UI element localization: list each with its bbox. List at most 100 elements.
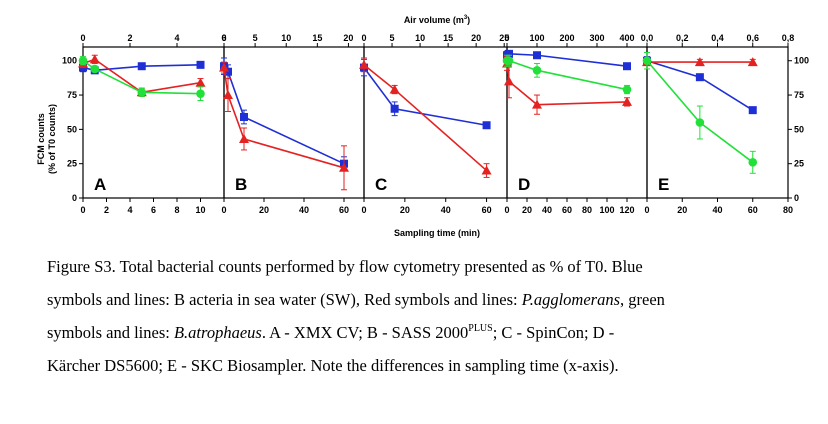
data-point-circle	[90, 64, 100, 74]
x-tick-label: 20	[259, 205, 269, 215]
panel-e-label: E	[658, 175, 669, 194]
series-red-line	[82, 58, 201, 94]
x-tick-label: 8	[174, 205, 179, 215]
data-point-triangle	[89, 54, 100, 64]
data-point-circle	[695, 118, 705, 127]
top-tick-label: 0	[221, 33, 226, 43]
top-tick-label: 0,4	[711, 33, 724, 43]
x-tick-label: 2	[104, 205, 109, 215]
top-tick-label: 2	[127, 33, 132, 43]
x-tick-label: 60	[748, 205, 758, 215]
top-tick-label: 5	[253, 33, 258, 43]
x-tick-label: 10	[195, 205, 205, 215]
x-tick-label: 60	[562, 205, 572, 215]
caption-line-2: symbols and lines: B acteria in sea wate…	[47, 290, 665, 309]
top-tick-label: 20	[343, 33, 353, 43]
series-blue-line	[506, 53, 628, 68]
y-axis-title: FCM counts(% of T0 counts)	[36, 104, 57, 174]
top-tick-label: 200	[559, 33, 574, 43]
top-tick-label: 20	[471, 33, 481, 43]
top-tick-label: 0,6	[746, 33, 759, 43]
x-tick-label: 20	[677, 205, 687, 215]
data-point-circle	[137, 88, 147, 97]
series-red-line	[363, 64, 488, 172]
panel-b-label: B	[235, 175, 247, 194]
top-axis-title: Air volume (m3)	[404, 15, 470, 25]
data-point-circle	[532, 66, 542, 75]
x-tick-label: 6	[151, 205, 156, 215]
x-tick-label: 20	[522, 205, 532, 215]
series-red-line	[223, 67, 345, 169]
data-point-triangle	[481, 165, 492, 175]
x-tick-label: 4	[127, 205, 132, 215]
top-tick-label: 0	[504, 33, 509, 43]
y-tick-label: 75	[67, 90, 77, 100]
data-point-triangle	[504, 76, 514, 86]
data-point-triangle	[239, 133, 249, 143]
y-tick-label: 50	[67, 124, 77, 134]
data-point-square	[482, 121, 491, 130]
data-point-circle	[642, 56, 652, 66]
caption-line-1: Figure S3. Total bacterial counts perfor…	[47, 257, 643, 276]
top-tick-label: 300	[589, 33, 604, 43]
x-axis-title: Sampling time (min)	[394, 228, 480, 238]
panel-c-label: C	[375, 175, 387, 194]
x-tick-label: 40	[712, 205, 722, 215]
top-tick-label: 0,2	[676, 33, 689, 43]
y-tick-label: 0	[72, 193, 77, 203]
data-point-square	[505, 49, 513, 58]
x-tick-label: 0	[644, 205, 649, 215]
top-tick-label: 15	[443, 33, 453, 43]
top-tick-label: 15	[312, 33, 322, 43]
x-tick-label: 20	[400, 205, 410, 215]
x-tick-label: 40	[542, 205, 552, 215]
panel-c: 0 20 40 60 0 5 10 15 20 25 C	[359, 33, 509, 215]
series-red-line	[506, 63, 628, 106]
data-point-circle	[196, 89, 205, 98]
data-point-square	[137, 62, 146, 71]
y-tick-label: 75	[794, 90, 804, 100]
x-tick-label: 40	[441, 205, 451, 215]
data-point-square	[224, 67, 232, 76]
data-point-triangle	[219, 62, 229, 72]
top-tick-label: 400	[619, 33, 634, 43]
series-green-line	[82, 60, 201, 95]
figure-caption: Figure S3. Total bacterial counts perfor…	[47, 250, 787, 382]
y-tick-label: 100	[62, 56, 77, 66]
top-tick-label: 0,8	[782, 33, 795, 43]
panel-d-label: D	[518, 175, 530, 194]
data-point-circle	[78, 56, 88, 66]
top-tick-label: 0	[361, 33, 366, 43]
data-point-square	[695, 73, 704, 82]
panel-b: 0 20 40 600 5 10 15 20B	[219, 33, 365, 215]
data-point-triangle	[694, 57, 705, 67]
data-point-circle	[504, 56, 514, 66]
x-tick-label: 40	[299, 205, 309, 215]
x-tick-label: 60	[339, 205, 349, 215]
data-point-triangle	[195, 77, 206, 87]
y-tick-label: 100	[794, 56, 809, 66]
panel-e: 0 20 40 60 80 0,0 0,2 0,4 0,6 0,8 0 25 50 75 100 E	[641, 33, 809, 215]
x-tick-label: 0	[221, 205, 226, 215]
top-tick-label: 5	[390, 33, 395, 43]
figure-panels: Air volume (m3) Sampling time (min) FCM …	[36, 15, 809, 238]
top-tick-label: 100	[529, 33, 544, 43]
series-blue-line	[646, 59, 754, 111]
x-tick-label: 0	[80, 205, 85, 215]
data-point-triangle	[747, 57, 758, 67]
data-point-triangle	[532, 99, 542, 109]
x-tick-label: 80	[582, 205, 592, 215]
x-tick-label: 120	[619, 205, 634, 215]
y-tick-label: 25	[67, 159, 77, 169]
panel-a-label: A	[94, 175, 106, 194]
x-tick-label: 0	[361, 205, 366, 215]
top-tick-label: 4	[174, 33, 179, 43]
x-tick-label: 0	[504, 205, 509, 215]
data-point-circle	[622, 85, 632, 94]
top-tick-label: 10	[281, 33, 291, 43]
caption-line-3: symbols and lines: B.atrophaeus. A - XMX…	[47, 323, 615, 342]
top-tick-label: 6	[221, 33, 226, 43]
data-point-triangle	[223, 90, 233, 100]
data-point-square	[196, 60, 205, 69]
data-point-square	[623, 62, 631, 71]
